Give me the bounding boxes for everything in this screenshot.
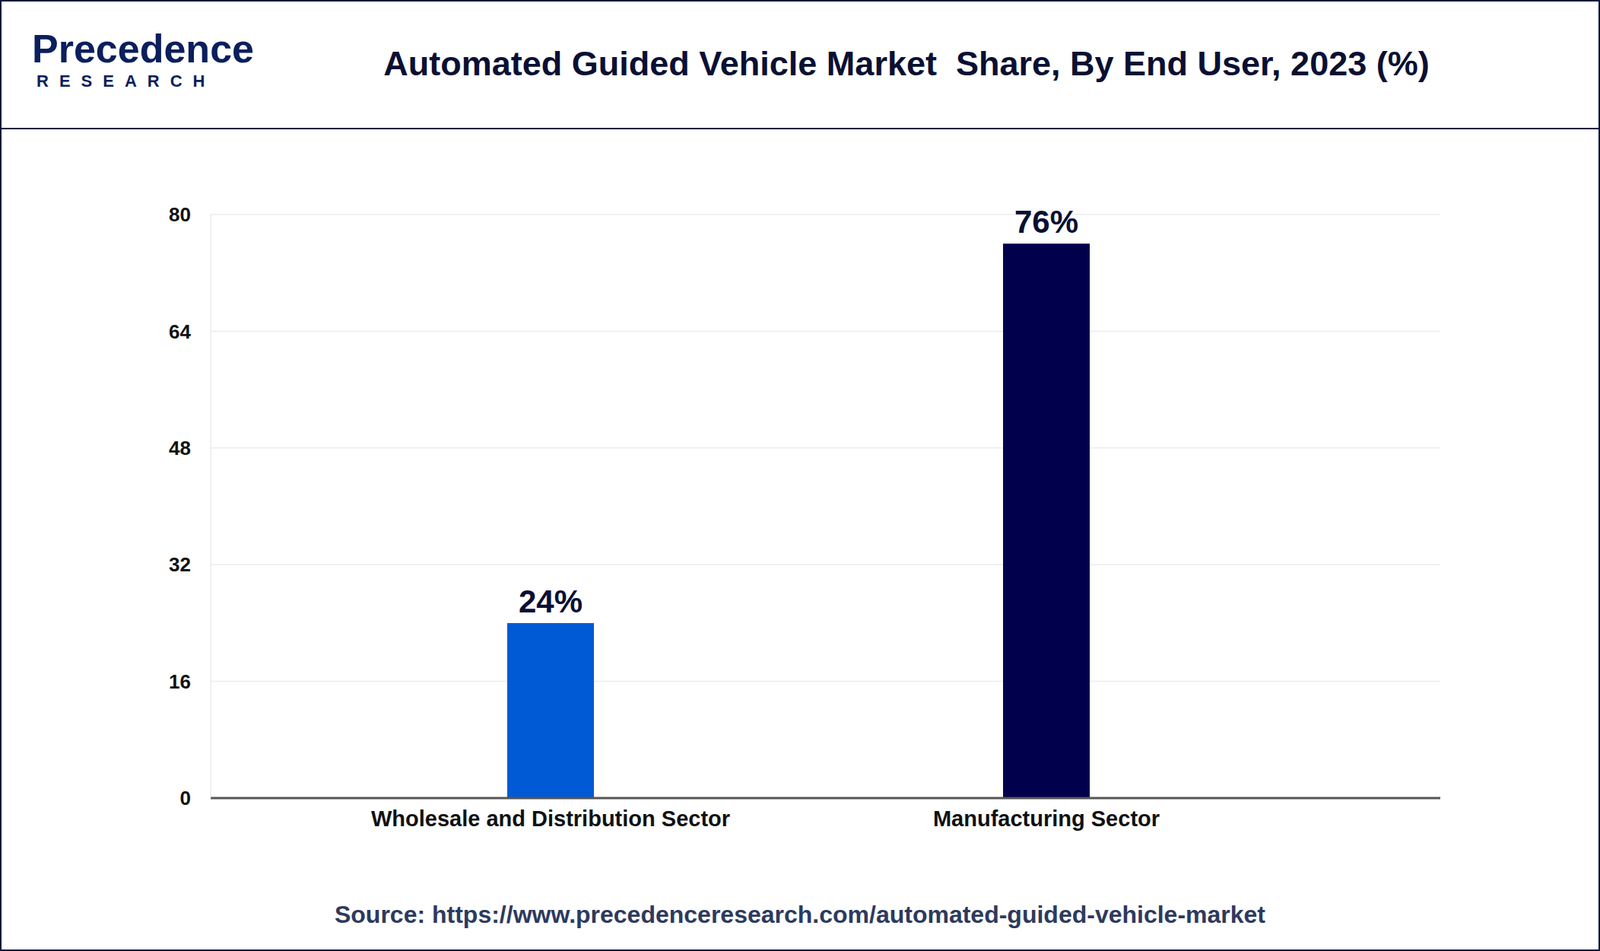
html-text:Precedence: Precedence bbox=[31, 26, 254, 71]
svg-text:Wholesale and Distribution Sec: Wholesale and Distribution Sector bbox=[371, 806, 731, 831]
html-text:Automated Guided Vehicle Marke: Automated Guided Vehicle Market Share, B… bbox=[383, 44, 1430, 83]
svg-text:48: 48 bbox=[168, 436, 191, 460]
svg-text:24%: 24% bbox=[518, 583, 583, 620]
svg-text:80: 80 bbox=[168, 203, 191, 226]
svg-text:32: 32 bbox=[168, 552, 191, 576]
svg-text:64: 64 bbox=[168, 320, 191, 343]
html-text:RESEARCH: RESEARCH bbox=[36, 71, 216, 91]
svg-text:76%: 76% bbox=[1014, 203, 1079, 240]
html-text:Source: https://www.precedence: Source: https://www.precedenceresearch.c… bbox=[334, 900, 1266, 928]
svg-text:0: 0 bbox=[180, 786, 191, 810]
svg-text:16: 16 bbox=[168, 669, 191, 693]
svg-text:Manufacturing Sector: Manufacturing Sector bbox=[933, 806, 1160, 831]
